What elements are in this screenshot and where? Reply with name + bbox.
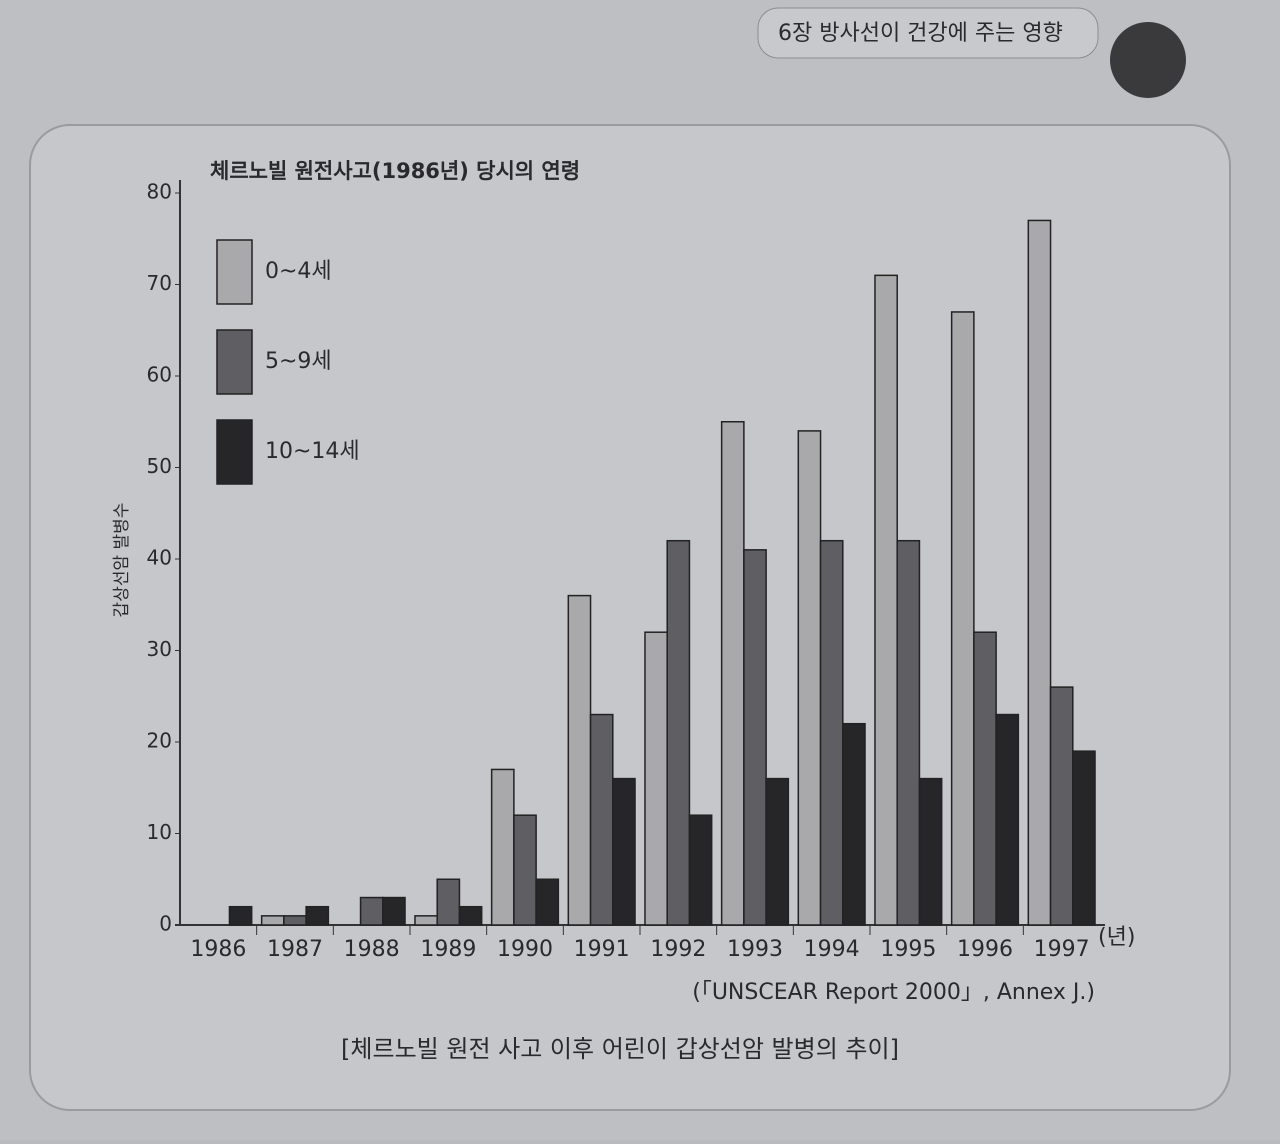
bar (1049, 686, 1074, 926)
header-box (757, 7, 1099, 59)
y-tick-label: 30 (147, 637, 172, 661)
bar (567, 594, 592, 926)
caption: [체르노빌 원전 사고 이후 어린이 갑상선암 발병의 추이] (341, 1035, 899, 1063)
bar (797, 430, 822, 926)
x-tick-label: 1995 (880, 937, 936, 962)
bar (589, 713, 614, 926)
bar (918, 777, 943, 926)
y-tick-label: 80 (147, 180, 172, 204)
x-tick-label: 1990 (497, 937, 553, 962)
source: (「UNSCEAR Report 2000」, Annex J.) (692, 980, 1095, 1005)
x-tick-label: 1996 (957, 937, 1013, 962)
bar (436, 878, 461, 926)
bar (1072, 750, 1096, 926)
y-tick-label: 40 (147, 546, 172, 570)
x-tick-label: 1997 (1034, 937, 1090, 962)
x-tick-label: 1992 (650, 937, 706, 962)
legend-label: 10~14세 (265, 439, 360, 464)
x-tick-label: 1986 (190, 937, 246, 962)
x-tick-label: 1993 (727, 937, 783, 962)
chapter-header: 6장 방사선이 건강에 주는 영향 (778, 21, 1063, 46)
y-tick-label: 50 (147, 454, 172, 478)
bar (260, 915, 285, 926)
bar (973, 631, 997, 926)
y-tick-label: 60 (147, 363, 172, 387)
bar (765, 777, 790, 926)
legend-label: 5~9세 (265, 349, 332, 374)
bar (612, 777, 636, 926)
bar (666, 539, 691, 926)
bar (950, 311, 975, 926)
bar (688, 814, 713, 926)
x-tick-label: 1991 (574, 937, 630, 962)
legend-swatch (216, 419, 253, 485)
bar (414, 915, 438, 926)
bar (819, 539, 844, 926)
legend-label: 0~4세 (265, 259, 332, 284)
x-tick-label: 1989 (420, 937, 476, 962)
bar (995, 713, 1020, 926)
bar (228, 905, 253, 926)
bar (1027, 219, 1052, 926)
bar (896, 539, 921, 926)
y-tick-label: 70 (147, 271, 172, 295)
bar (513, 814, 537, 926)
bar (535, 878, 560, 926)
x-tick-label: 1988 (344, 937, 400, 962)
bar (305, 905, 330, 926)
y-axis-label: 갑상선암 발병수 (112, 503, 132, 618)
bar (720, 421, 745, 926)
y-tick-label: 10 (147, 820, 172, 844)
chart-title: 체르노빌 원전사고(1986년) 당시의 연령 (210, 159, 580, 183)
legend-swatch (216, 239, 253, 305)
x-tick-label: 1987 (267, 937, 323, 962)
x-axis-label: (년) (1098, 925, 1135, 950)
x-tick-label: 1994 (804, 937, 860, 962)
chapter-icon (1110, 22, 1186, 98)
bar (743, 549, 767, 926)
bar (874, 274, 898, 926)
bar (382, 896, 406, 926)
y-tick-label: 20 (147, 729, 172, 753)
legend-swatch (216, 329, 253, 395)
bar (490, 768, 515, 926)
bar (842, 722, 866, 926)
bar (283, 915, 307, 926)
bar (359, 896, 384, 926)
bar (458, 905, 483, 926)
y-tick-label: 0 (159, 912, 172, 936)
bar (644, 631, 668, 926)
